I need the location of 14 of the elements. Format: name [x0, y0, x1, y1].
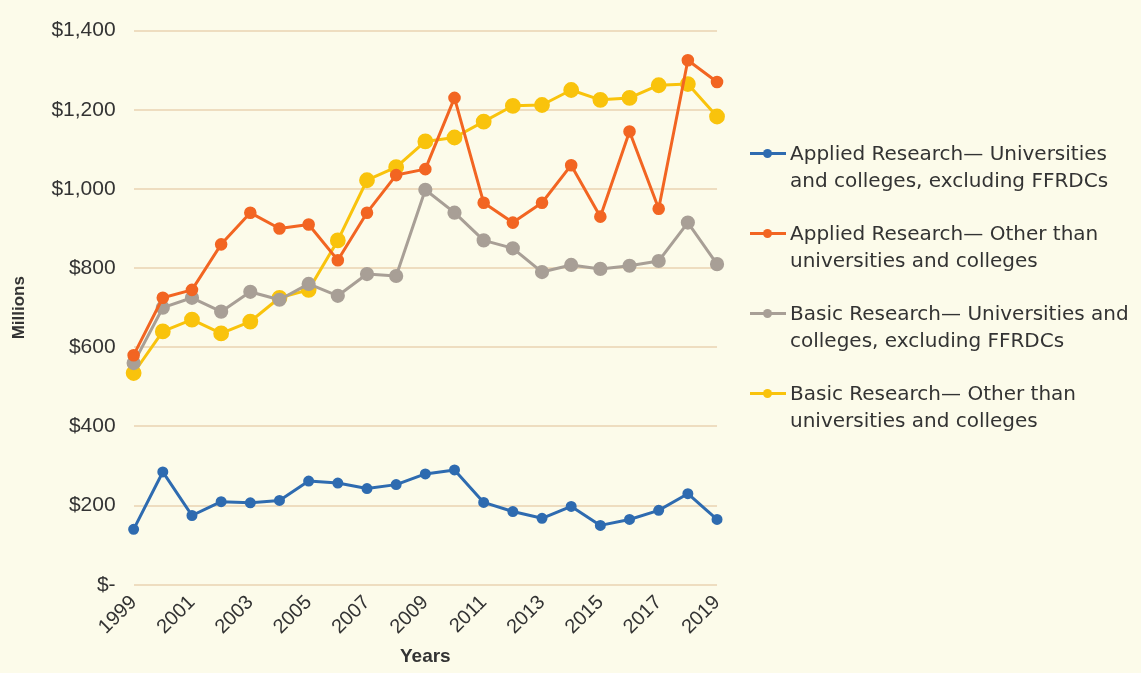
- y-tick-label: $800: [68, 254, 116, 278]
- y-tick-label: $1,200: [51, 96, 116, 120]
- legend-label: Applied Research— Other than universities and colleges: [790, 220, 1100, 274]
- legend-label: Basic Research— Universities and colleges, excluding FFRDCs: [790, 300, 1130, 354]
- y-tick-label: $600: [68, 334, 116, 358]
- legend-label: Applied Research— Universities and colleges, excluding FFRDCs: [790, 140, 1110, 194]
- y-tick-label: $1,000: [51, 175, 116, 199]
- y-tick-label: $400: [68, 413, 116, 437]
- y-axis-title: Millions: [8, 276, 28, 340]
- x-axis-title: Years: [399, 644, 451, 666]
- y-tick-label: $200: [68, 492, 116, 516]
- y-tick-label: $-: [96, 571, 116, 595]
- legend-label: Basic Research— Other than universities and colleges: [790, 380, 1077, 434]
- y-tick-label: $1,400: [51, 17, 116, 41]
